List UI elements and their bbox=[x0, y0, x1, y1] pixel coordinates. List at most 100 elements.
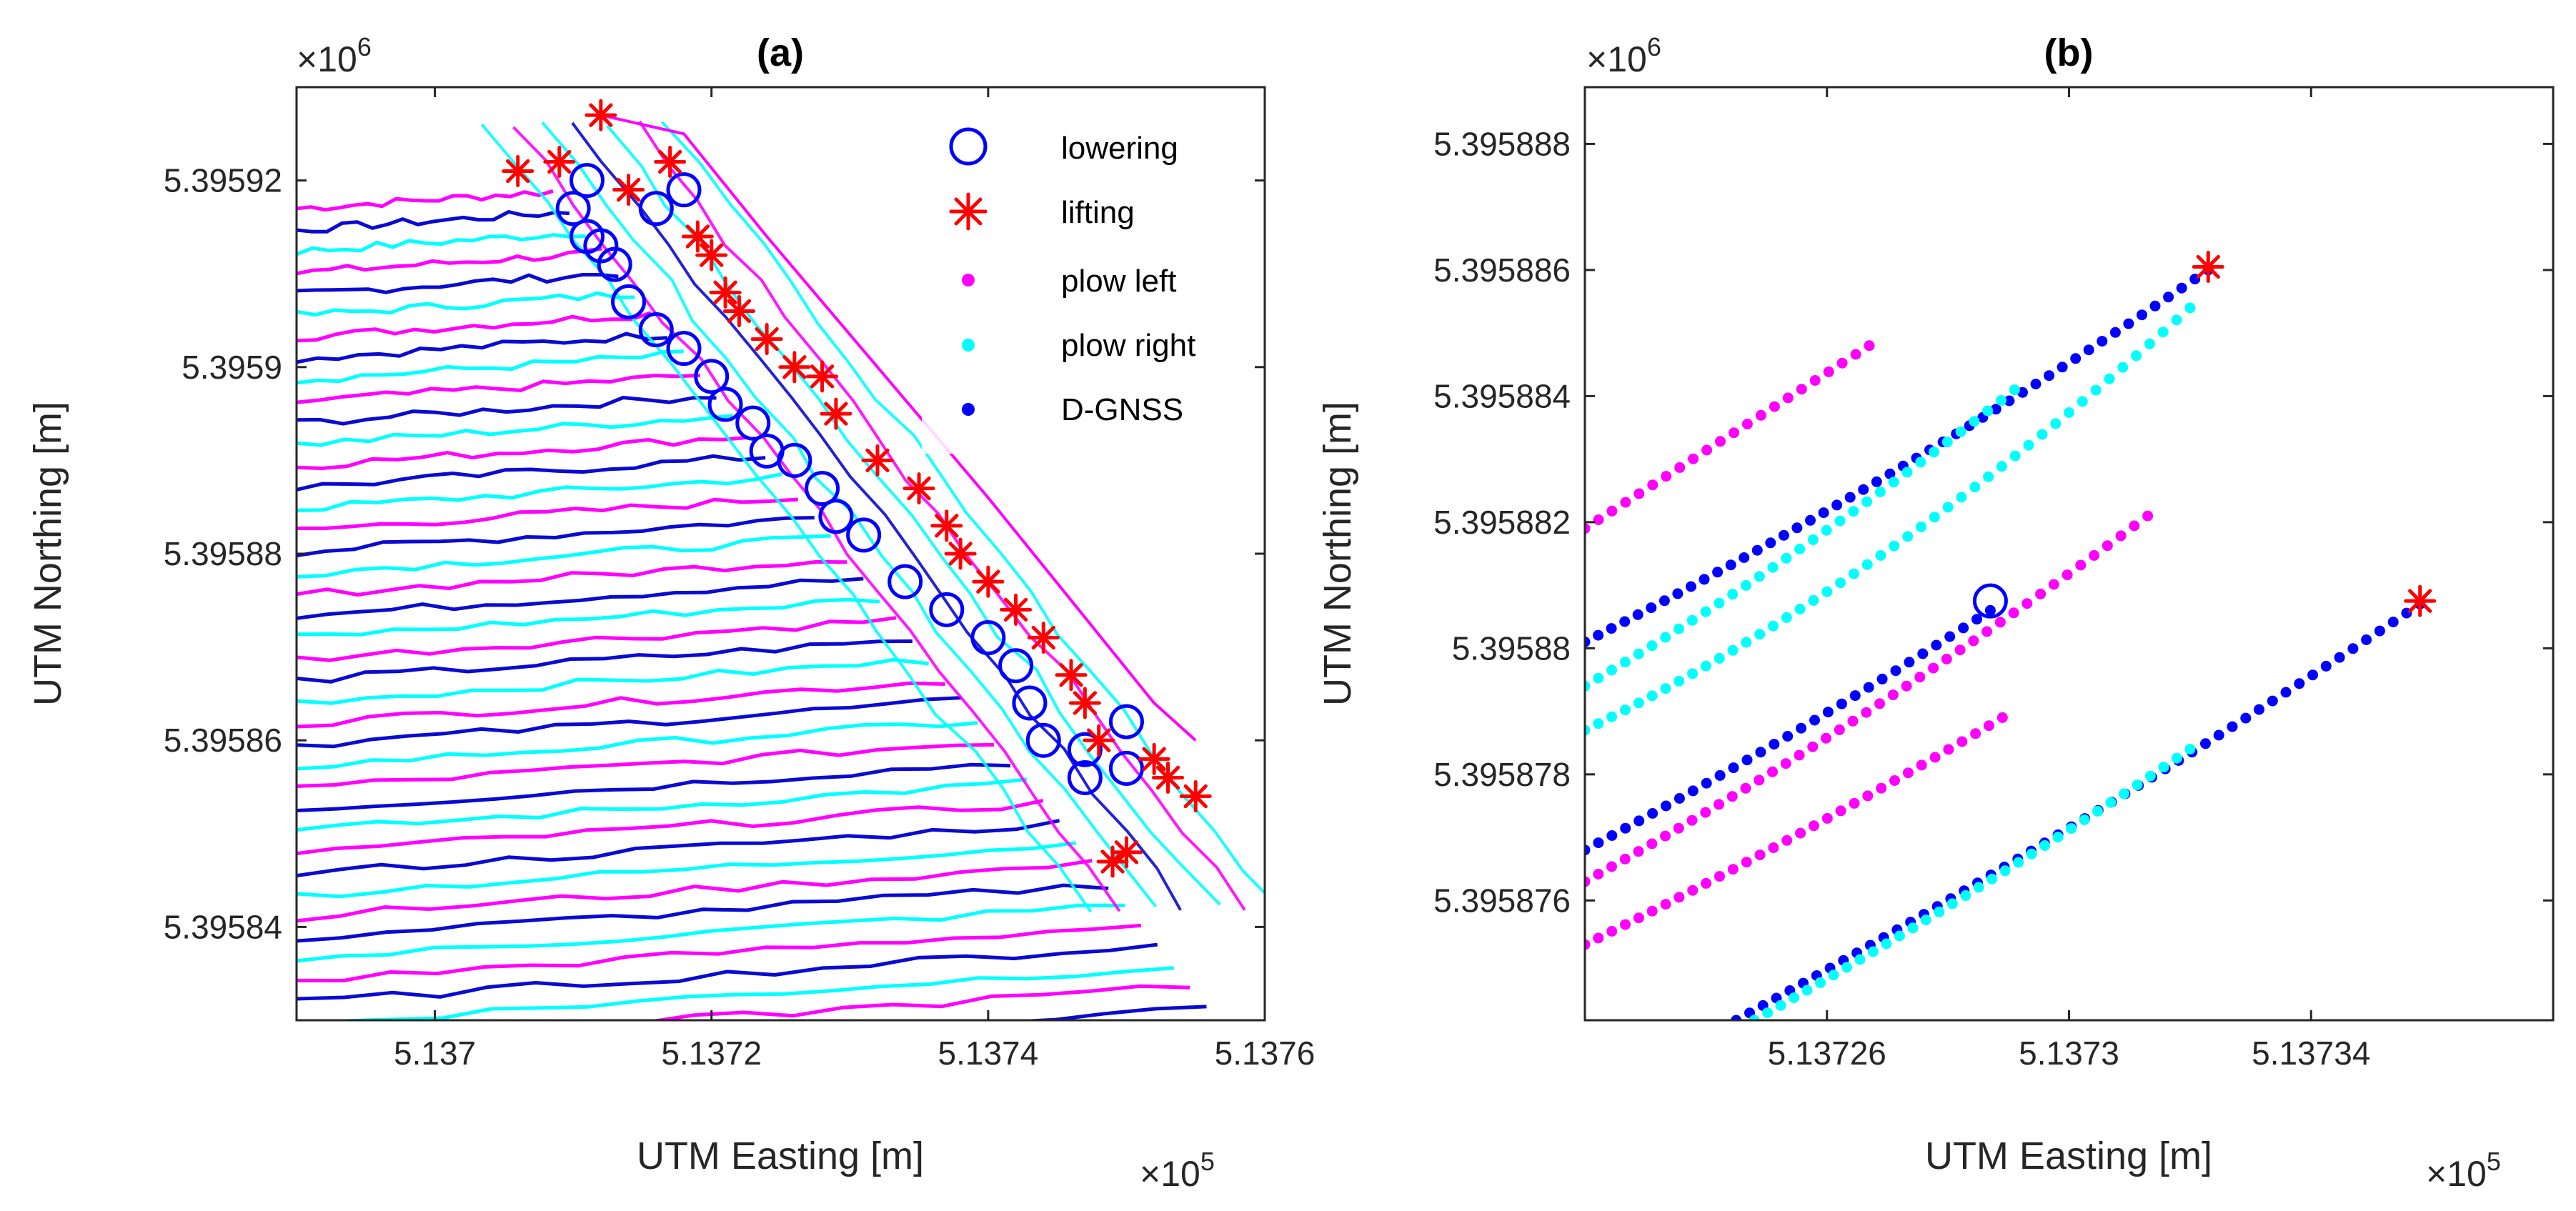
series-plow_right bbox=[1749, 744, 2196, 1020]
data-point bbox=[1647, 808, 1659, 819]
data-point bbox=[2008, 607, 2019, 619]
track-line bbox=[297, 273, 619, 294]
data-point bbox=[1968, 635, 1979, 647]
markers-a bbox=[502, 99, 1212, 878]
lifting-marker bbox=[902, 472, 935, 505]
data-point bbox=[2066, 823, 2077, 834]
data-point bbox=[2075, 559, 2087, 571]
data-point bbox=[1943, 744, 1954, 755]
data-point bbox=[1754, 774, 1765, 786]
data-point bbox=[1990, 404, 2001, 415]
lowering-marker bbox=[666, 172, 702, 208]
lowering-marker bbox=[1012, 685, 1048, 721]
track-line bbox=[297, 332, 668, 364]
data-point bbox=[1915, 457, 1926, 468]
data-point bbox=[1887, 689, 1899, 701]
x-multiplier-exponent-a: 5 bbox=[1200, 1147, 1215, 1176]
data-point bbox=[1996, 461, 2007, 472]
data-point bbox=[1620, 822, 1631, 834]
y-tick-label-b: 5.395884 bbox=[1433, 377, 1571, 414]
data-point bbox=[1782, 392, 1794, 404]
data-point bbox=[1593, 718, 1604, 729]
data-point bbox=[1725, 559, 1736, 571]
data-point bbox=[2026, 848, 2037, 859]
data-point bbox=[1781, 552, 1792, 564]
data-point bbox=[2131, 350, 2142, 362]
data-point bbox=[1620, 497, 1631, 508]
lifting-marker bbox=[722, 294, 755, 327]
headland-track bbox=[638, 120, 1246, 911]
data-point bbox=[2254, 704, 2264, 715]
data-point bbox=[1796, 722, 1807, 734]
y-tick-label-b: 5.39588 bbox=[1452, 629, 1571, 667]
data-point bbox=[1775, 1000, 1786, 1011]
y-ticks-a: 5.39584 5.39586 5.39588 5.3959 5.39592 bbox=[164, 162, 1265, 945]
data-point bbox=[1741, 419, 1753, 429]
data-point bbox=[1593, 514, 1604, 525]
data-point bbox=[2144, 338, 2155, 349]
track-line bbox=[297, 577, 864, 620]
y-tick-label-b: 5.395888 bbox=[1433, 125, 1571, 162]
plot-area-b bbox=[1585, 87, 2553, 1020]
track-line bbox=[297, 246, 602, 276]
data-point bbox=[1767, 562, 1779, 573]
lowering-marker bbox=[1067, 759, 1103, 795]
track-line bbox=[297, 1067, 1255, 1129]
data-point bbox=[1888, 477, 1899, 488]
data-point bbox=[1809, 714, 1820, 726]
lowering-marker bbox=[570, 163, 605, 199]
data-point bbox=[1751, 544, 1763, 556]
data-point bbox=[2109, 327, 2121, 338]
data-point bbox=[2149, 300, 2161, 312]
data-point bbox=[1701, 777, 1712, 789]
data-point bbox=[2062, 569, 2073, 581]
data-point bbox=[2144, 770, 2156, 782]
data-point bbox=[1593, 869, 1604, 879]
legend-lowering-label: lowering bbox=[1061, 131, 1178, 166]
data-point bbox=[1831, 499, 1843, 511]
data-point bbox=[1674, 675, 1685, 687]
data-point bbox=[1701, 877, 1712, 889]
lowering-marker bbox=[998, 648, 1034, 684]
data-point bbox=[1781, 834, 1793, 846]
data-point bbox=[1585, 637, 1591, 647]
data-point bbox=[2132, 779, 2143, 791]
data-point bbox=[2104, 373, 2115, 384]
data-point bbox=[1821, 586, 1833, 597]
data-point bbox=[1847, 715, 1859, 727]
series-plow_right bbox=[1585, 302, 2196, 736]
data-point bbox=[1687, 785, 1699, 797]
data-point bbox=[1755, 747, 1766, 758]
lifting-marker bbox=[502, 155, 534, 188]
track-line bbox=[297, 414, 733, 447]
data-point bbox=[1875, 549, 1886, 561]
lifting-marker bbox=[543, 145, 576, 178]
data-point bbox=[1633, 912, 1644, 924]
track-line bbox=[297, 696, 962, 749]
lifting-marker bbox=[1110, 836, 1143, 869]
y-multiplier-exponent-a: 6 bbox=[357, 32, 372, 61]
data-point bbox=[2083, 344, 2094, 356]
data-point bbox=[1789, 992, 1800, 1004]
y-ticks-b: 5.395876 5.395878 5.39588 5.395882 5.395884 5… bbox=[1433, 125, 2553, 919]
track-line bbox=[297, 883, 1109, 943]
series-plow_right bbox=[1585, 384, 2020, 692]
data-point bbox=[1981, 626, 1993, 637]
data-point bbox=[1714, 597, 1725, 609]
data-point bbox=[1739, 552, 1750, 563]
data-point bbox=[1876, 782, 1887, 794]
x-tick-label-a: 5.137 bbox=[394, 1035, 476, 1072]
data-point bbox=[1646, 690, 1658, 702]
lifting-marker bbox=[681, 220, 714, 253]
data-point bbox=[1969, 416, 1980, 427]
track-line bbox=[297, 516, 815, 558]
x-multiplier-b: ×105 bbox=[2426, 1147, 2501, 1194]
data-point bbox=[1606, 664, 1618, 676]
data-point bbox=[1861, 559, 1873, 570]
lifting-marker bbox=[1138, 742, 1170, 775]
data-point bbox=[1944, 631, 1956, 642]
data-point bbox=[1741, 637, 1752, 648]
data-point bbox=[1970, 728, 1981, 739]
data-point bbox=[1646, 838, 1658, 849]
data-point bbox=[1861, 707, 1872, 718]
